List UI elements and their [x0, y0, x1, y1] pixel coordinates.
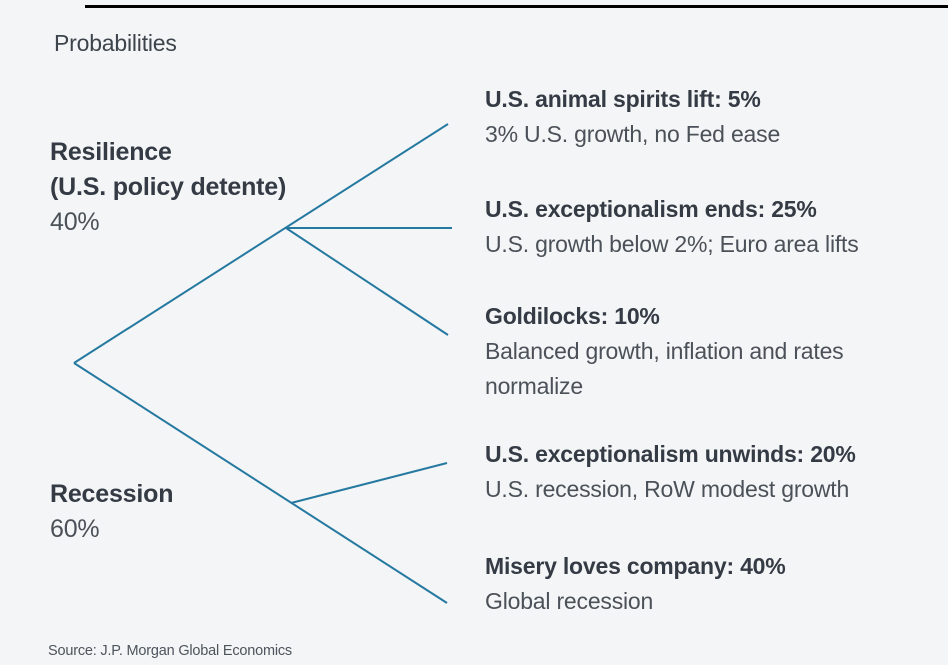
source-attribution: Source: J.P. Morgan Global Economics — [48, 643, 292, 659]
scenario-heading: U.S. animal spirits lift: 5% — [485, 86, 761, 112]
scenario-heading: Goldilocks: 10% — [485, 303, 660, 329]
scenario-goldilocks: Goldilocks: 10% Balanced growth, inflati… — [485, 299, 925, 404]
branch-qualifier: (U.S. policy detente) — [50, 173, 287, 201]
scenario-heading: Misery loves company: 40% — [485, 553, 786, 579]
scenario-description: Global recession — [485, 588, 654, 614]
branch-probability: 60% — [50, 515, 100, 543]
branch-probability: 40% — [50, 208, 100, 236]
page-title: Probabilities — [54, 30, 177, 56]
scenario-heading: U.S. exceptionalism unwinds: 20% — [485, 441, 856, 467]
branch-line-recession-misery — [73, 362, 448, 604]
scenario-exceptionalism-unwinds: U.S. exceptionalism unwinds: 20% U.S. re… — [485, 437, 925, 507]
branch-label-recession: Recession 60% — [50, 477, 173, 547]
scenario-description: U.S. growth below 2%; Euro area lifts — [485, 231, 859, 257]
scenario-animal-spirits: U.S. animal spirits lift: 5% 3% U.S. gro… — [485, 82, 925, 152]
top-rule — [85, 5, 948, 8]
branch-name: Resilience — [50, 138, 172, 166]
scenario-description: 3% U.S. growth, no Fed ease — [485, 121, 781, 147]
scenario-heading: U.S. exceptionalism ends: 25% — [485, 196, 817, 222]
scenario-description: Balanced growth, inflation and rates nor… — [485, 338, 844, 399]
scenario-misery-loves-company: Misery loves company: 40% Global recessi… — [485, 549, 925, 619]
branch-line-exceptionalism-unwinds — [290, 462, 448, 504]
scenario-description: U.S. recession, RoW modest growth — [485, 476, 850, 502]
branch-line-goldilocks — [285, 227, 449, 336]
branch-label-resilience: Resilience (U.S. policy detente) 40% — [50, 135, 286, 240]
branch-line-resilience-animal-spirits — [73, 123, 449, 364]
scenario-exceptionalism-ends: U.S. exceptionalism ends: 25% U.S. growt… — [485, 192, 925, 262]
branch-name: Recession — [50, 480, 174, 508]
